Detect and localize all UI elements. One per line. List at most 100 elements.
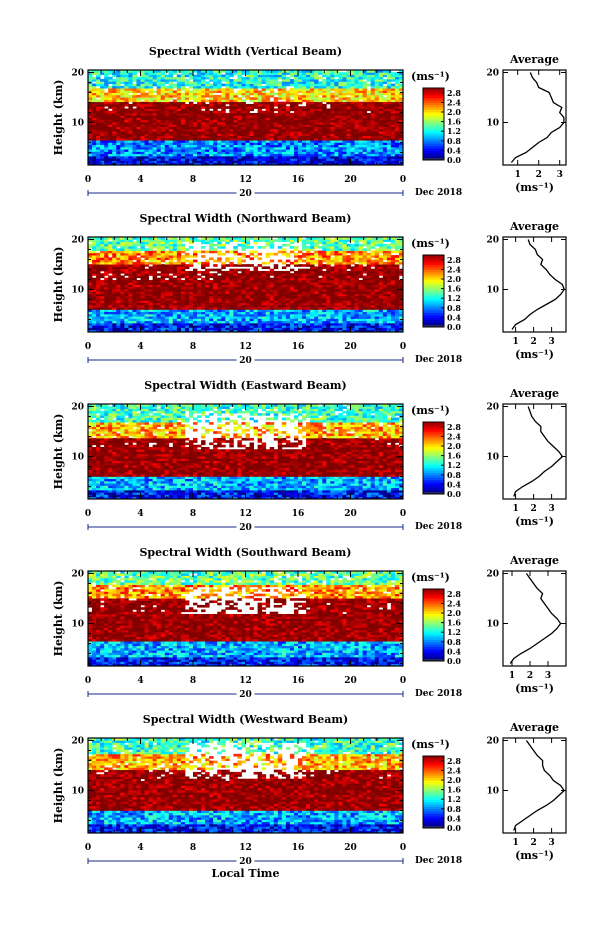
colorbar: 0.00.40.81.21.62.02.42.8 — [423, 422, 461, 499]
colorbar-tick-label: 2.4 — [447, 765, 461, 775]
heatmap-field — [88, 70, 403, 165]
average-x-tick-label: 1 — [515, 170, 521, 180]
x-tick-label: 0 — [400, 342, 406, 352]
y-axis-label: Height (km) — [52, 80, 65, 156]
average-x-tick-label: 2 — [530, 838, 536, 848]
x-tick-label: 4 — [137, 175, 143, 185]
colorbar-tick-label: 2.0 — [447, 107, 461, 117]
average-title: Average — [509, 554, 559, 567]
colorbar-tick-label: 1.2 — [447, 794, 461, 804]
heatmap-field — [88, 571, 403, 666]
panel-title: Spectral Width (Vertical Beam) — [149, 45, 342, 58]
average-x-tick-label: 1 — [512, 504, 518, 514]
colorbar: 0.00.40.81.21.62.02.42.8 — [423, 756, 461, 833]
colorbar-unit: (ms⁻¹) — [411, 70, 450, 83]
date-marker: 20 — [239, 857, 252, 867]
panel-5: Spectral Width (Westward Beam)1020Height… — [52, 713, 566, 880]
y-axis-label: Height (km) — [52, 748, 65, 824]
date-label: Dec 2018 — [415, 522, 462, 532]
colorbar-tick-label: 0.0 — [447, 823, 461, 833]
colorbar-tick-label: 0.4 — [447, 646, 461, 656]
colorbar-tick-label: 2.8 — [447, 88, 461, 98]
x-tick-label: 0 — [400, 676, 406, 686]
colorbar-tick-label: 2.0 — [447, 775, 461, 785]
colorbar-unit: (ms⁻¹) — [411, 237, 450, 250]
x-tick-label: 4 — [137, 676, 143, 686]
x-tick-label: 12 — [239, 509, 252, 519]
panel-3: Spectral Width (Eastward Beam)1020Height… — [52, 379, 566, 533]
average-x-tick-label: 1 — [512, 838, 518, 848]
colorbar-tick-label: 1.6 — [447, 284, 461, 294]
x-tick-label: 8 — [190, 175, 196, 185]
average-x-label: (ms⁻¹) — [515, 348, 554, 361]
panel-4: Spectral Width (Southward Beam)1020Heigh… — [52, 546, 566, 700]
average-x-label: (ms⁻¹) — [515, 181, 554, 194]
x-tick-label: 12 — [239, 175, 252, 185]
average-x-tick-label: 1 — [512, 337, 518, 347]
colorbar-tick-label: 2.4 — [447, 598, 461, 608]
average-x-tick-label: 3 — [548, 504, 554, 514]
average-y-tick-label: 10 — [486, 787, 499, 797]
colorbar-tick-label: 0.8 — [447, 637, 461, 647]
average-x-tick-label: 3 — [557, 170, 563, 180]
date-marker: 20 — [239, 690, 252, 700]
date-label: Dec 2018 — [415, 355, 462, 365]
average-y-tick-label: 10 — [486, 119, 499, 129]
panel-title: Spectral Width (Southward Beam) — [139, 546, 351, 559]
average-frame — [503, 404, 566, 499]
colorbar-tick-label: 1.2 — [447, 460, 461, 470]
average-y-tick-label: 20 — [486, 403, 499, 413]
date-marker: 20 — [239, 523, 252, 533]
colorbar-tick-label: 2.4 — [447, 264, 461, 274]
panel-title: Spectral Width (Westward Beam) — [143, 713, 348, 726]
colorbar-tick-label: 2.8 — [447, 589, 461, 599]
x-tick-label: 16 — [292, 676, 305, 686]
colorbar-tick-label: 1.2 — [447, 293, 461, 303]
colorbar-unit: (ms⁻¹) — [411, 571, 450, 584]
x-axis-label: Local Time — [212, 867, 280, 880]
average-x-tick-label: 2 — [530, 504, 536, 514]
x-tick-label: 16 — [292, 342, 305, 352]
x-tick-label: 12 — [239, 843, 252, 853]
average-title: Average — [509, 721, 559, 734]
x-tick-label: 20 — [344, 509, 357, 519]
x-tick-label: 0 — [85, 342, 91, 352]
average-x-label: (ms⁻¹) — [515, 849, 554, 862]
x-tick-label: 0 — [85, 676, 91, 686]
y-tick-label: 10 — [71, 453, 84, 463]
average-title: Average — [509, 387, 559, 400]
y-tick-label: 20 — [71, 69, 84, 79]
average-x-tick-label: 1 — [509, 671, 515, 681]
average-y-tick-label: 10 — [486, 286, 499, 296]
x-tick-label: 4 — [137, 342, 143, 352]
colorbar-tick-label: 2.8 — [447, 422, 461, 432]
average-y-tick-label: 20 — [486, 570, 499, 580]
x-tick-label: 0 — [85, 509, 91, 519]
x-tick-label: 20 — [344, 342, 357, 352]
x-tick-label: 8 — [190, 509, 196, 519]
x-tick-label: 12 — [239, 342, 252, 352]
y-tick-label: 20 — [71, 403, 84, 413]
colorbar-tick-label: 2.4 — [447, 97, 461, 107]
date-marker: 20 — [239, 189, 252, 199]
x-tick-label: 0 — [400, 843, 406, 853]
average-x-label: (ms⁻¹) — [515, 682, 554, 695]
colorbar-unit: (ms⁻¹) — [411, 404, 450, 417]
colorbar: 0.00.40.81.21.62.02.42.8 — [423, 88, 461, 165]
colorbar-tick-label: 0.8 — [447, 470, 461, 480]
average-title: Average — [509, 53, 559, 66]
average-x-tick-label: 2 — [530, 337, 536, 347]
heatmap-field — [88, 404, 403, 499]
colorbar-tick-label: 2.8 — [447, 756, 461, 766]
colorbar: 0.00.40.81.21.62.02.42.8 — [423, 589, 461, 666]
date-label: Dec 2018 — [415, 856, 462, 866]
x-tick-label: 8 — [190, 676, 196, 686]
colorbar-tick-label: 2.8 — [447, 255, 461, 265]
colorbar-tick-label: 0.4 — [447, 813, 461, 823]
colorbar-tick-label: 0.0 — [447, 489, 461, 499]
colorbar-tick-label: 2.0 — [447, 274, 461, 284]
